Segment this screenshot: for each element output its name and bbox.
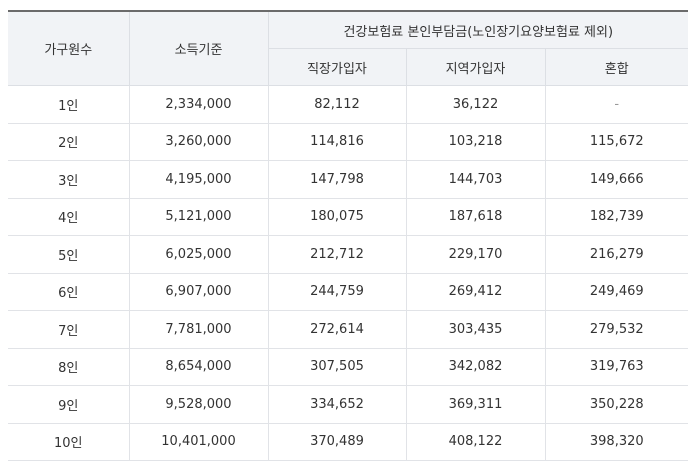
cell-employee: 244,759 (267, 272, 407, 311)
header-mixed: 혼합 (544, 48, 689, 86)
cell-income: 5,121,000 (128, 197, 269, 236)
cell-income: 8,654,000 (128, 347, 269, 386)
header-premium-group: 건강보험료 본인부담금(노인장기요양보험료 제외) (267, 11, 689, 49)
cell-regional: 187,618 (405, 197, 546, 236)
cell-regional: 144,703 (405, 160, 546, 199)
table-row: 7인 7,781,000 272,614 303,435 279,532 (8, 310, 689, 349)
cell-employee: 307,505 (267, 347, 407, 386)
cell-mixed: - (544, 85, 689, 124)
cell-employee: 114,816 (267, 122, 407, 161)
cell-mixed: 249,469 (544, 272, 689, 311)
cell-income: 7,781,000 (128, 310, 269, 349)
table-header: 가구원수 소득기준 건강보험료 본인부담금(노인장기요양보험료 제외) 직장가입… (8, 11, 689, 86)
cell-household: 7인 (8, 310, 130, 349)
cell-income: 6,907,000 (128, 272, 269, 311)
cell-income: 6,025,000 (128, 235, 269, 274)
cell-regional: 408,122 (405, 422, 546, 461)
table-row: 5인 6,025,000 212,712 229,170 216,279 (8, 235, 689, 274)
header-row-2: 직장가입자 지역가입자 혼합 (8, 48, 689, 86)
cell-regional: 303,435 (405, 310, 546, 349)
table-row: 9인 9,528,000 334,652 369,311 350,228 (8, 385, 689, 424)
health-insurance-premium-table: 가구원수 소득기준 건강보험료 본인부담금(노인장기요양보험료 제외) 직장가입… (8, 10, 689, 461)
cell-household: 6인 (8, 272, 130, 311)
cell-household: 9인 (8, 385, 130, 424)
header-household: 가구원수 (8, 11, 130, 86)
cell-employee: 334,652 (267, 385, 407, 424)
cell-income: 9,528,000 (128, 385, 269, 424)
cell-mixed: 319,763 (544, 347, 689, 386)
cell-income: 2,334,000 (128, 85, 269, 124)
cell-mixed: 279,532 (544, 310, 689, 349)
cell-income: 3,260,000 (128, 122, 269, 161)
header-row-1: 가구원수 소득기준 건강보험료 본인부담금(노인장기요양보험료 제외) (8, 11, 689, 86)
cell-household: 8인 (8, 347, 130, 386)
cell-regional: 342,082 (405, 347, 546, 386)
cell-regional: 103,218 (405, 122, 546, 161)
cell-household: 3인 (8, 160, 130, 199)
cell-mixed: 398,320 (544, 422, 689, 461)
cell-mixed: 115,672 (544, 122, 689, 161)
cell-income: 10,401,000 (128, 422, 269, 461)
cell-employee: 180,075 (267, 197, 407, 236)
header-income: 소득기준 (128, 11, 269, 86)
table-body: 1인 2,334,000 82,112 36,122-2인 3,260,000 114,8… (8, 85, 689, 461)
cell-household: 2인 (8, 122, 130, 161)
cell-household: 4인 (8, 197, 130, 236)
cell-household: 1인 (8, 85, 130, 124)
header-regional: 지역가입자 (405, 48, 546, 86)
table-row: 10인 10,401,000 370,489 408,122 398,320 (8, 422, 689, 461)
cell-mixed: 350,228 (544, 385, 689, 424)
cell-employee: 147,798 (267, 160, 407, 199)
cell-household: 5인 (8, 235, 130, 274)
cell-employee: 272,614 (267, 310, 407, 349)
table-row: 8인 8,654,000 307,505 342,082 319,763 (8, 347, 689, 386)
table-row: 6인 6,907,000 244,759 269,412 249,469 (8, 272, 689, 311)
cell-regional: 36,122 (405, 85, 546, 124)
cell-regional: 229,170 (405, 235, 546, 274)
table-row: 1인 2,334,000 82,112 36,122- (8, 85, 689, 124)
cell-mixed: 149,666 (544, 160, 689, 199)
cell-employee: 82,112 (267, 85, 407, 124)
header-employee: 직장가입자 (268, 48, 407, 86)
table-row: 4인 5,121,000 180,075 187,618 182,739 (8, 197, 689, 236)
cell-mixed: 216,279 (544, 235, 689, 274)
cell-household: 10인 (8, 422, 130, 461)
table-row: 2인 3,260,000 114,816 103,218 115,672 (8, 122, 689, 161)
premium-table-container: 가구원수 소득기준 건강보험료 본인부담금(노인장기요양보험료 제외) 직장가입… (8, 10, 689, 461)
cell-employee: 212,712 (267, 235, 407, 274)
cell-income: 4,195,000 (128, 160, 269, 199)
cell-regional: 269,412 (405, 272, 546, 311)
cell-regional: 369,311 (405, 385, 546, 424)
table-row: 3인 4,195,000 147,798 144,703 149,666 (8, 160, 689, 199)
cell-mixed: 182,739 (544, 197, 689, 236)
cell-employee: 370,489 (267, 422, 407, 461)
